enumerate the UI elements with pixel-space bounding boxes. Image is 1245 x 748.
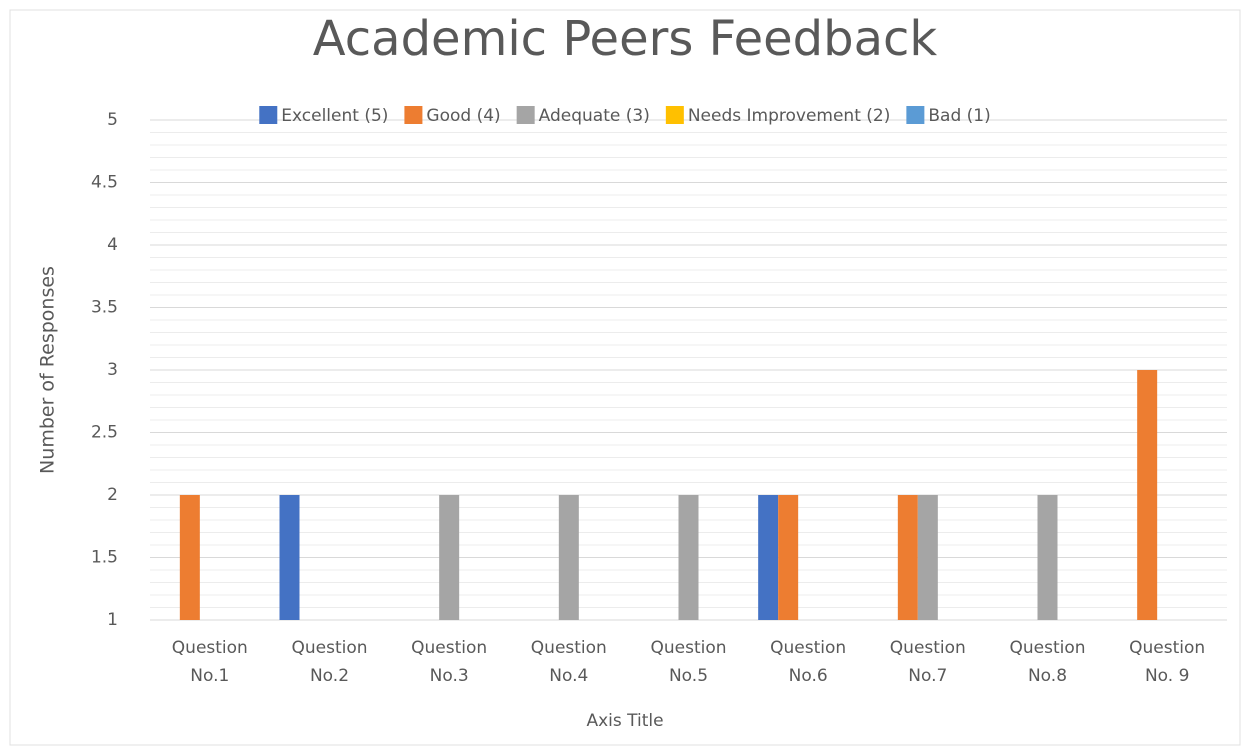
y-tick-label: 5 — [107, 110, 118, 130]
bar — [758, 495, 779, 620]
legend-label: Needs Improvement (2) — [688, 106, 891, 126]
bar — [1137, 370, 1158, 620]
y-tick-label: 3.5 — [91, 298, 118, 318]
x-tick-label: Question No.8 — [1009, 638, 1085, 686]
x-tick-label: Question No. 9 — [1129, 638, 1205, 686]
legend-swatch — [404, 106, 423, 124]
bar — [917, 495, 938, 620]
x-tick-label: Question No.2 — [291, 638, 367, 686]
bar — [439, 495, 460, 620]
x-tick-label: Question No.1 — [172, 638, 248, 686]
bar — [558, 495, 579, 620]
x-tick-label: Question No.5 — [650, 638, 726, 686]
y-tick-label: 1.5 — [91, 548, 118, 568]
bar — [897, 495, 918, 620]
legend: Excellent (5) Good (4) Adequate (3) Needs I… — [259, 106, 991, 126]
legend-label: Good (4) — [426, 106, 500, 126]
legend-swatch — [665, 106, 684, 124]
y-tick-label: 4 — [107, 235, 118, 255]
bar — [179, 495, 200, 620]
legend-swatch — [516, 106, 535, 124]
x-tick-label: Question No.6 — [770, 638, 846, 686]
legend-label: Adequate (3) — [539, 106, 650, 126]
legend-swatch — [906, 106, 925, 124]
y-tick-label: 2 — [107, 485, 118, 505]
y-tick-label: 3 — [107, 360, 118, 380]
bar — [678, 495, 699, 620]
y-tick-label: 4.5 — [91, 173, 118, 193]
x-axis-title: Axis Title — [586, 711, 663, 731]
bar — [1037, 495, 1058, 620]
x-tick-label: Question No.3 — [411, 638, 487, 686]
bar — [279, 495, 300, 620]
y-axis-title: Number of Responses — [37, 266, 59, 474]
y-tick-label: 1 — [107, 610, 118, 630]
bars — [179, 370, 1158, 620]
x-tick-label: Question No.7 — [890, 638, 966, 686]
y-tick-label: 2.5 — [91, 423, 118, 443]
legend-swatch — [259, 106, 278, 124]
x-tick-label: Question No.4 — [531, 638, 607, 686]
chart-title: Academic Peers Feedback — [313, 11, 938, 67]
bar — [778, 495, 799, 620]
legend-label: Excellent (5) — [281, 106, 388, 126]
legend-label: Bad (1) — [928, 106, 990, 126]
